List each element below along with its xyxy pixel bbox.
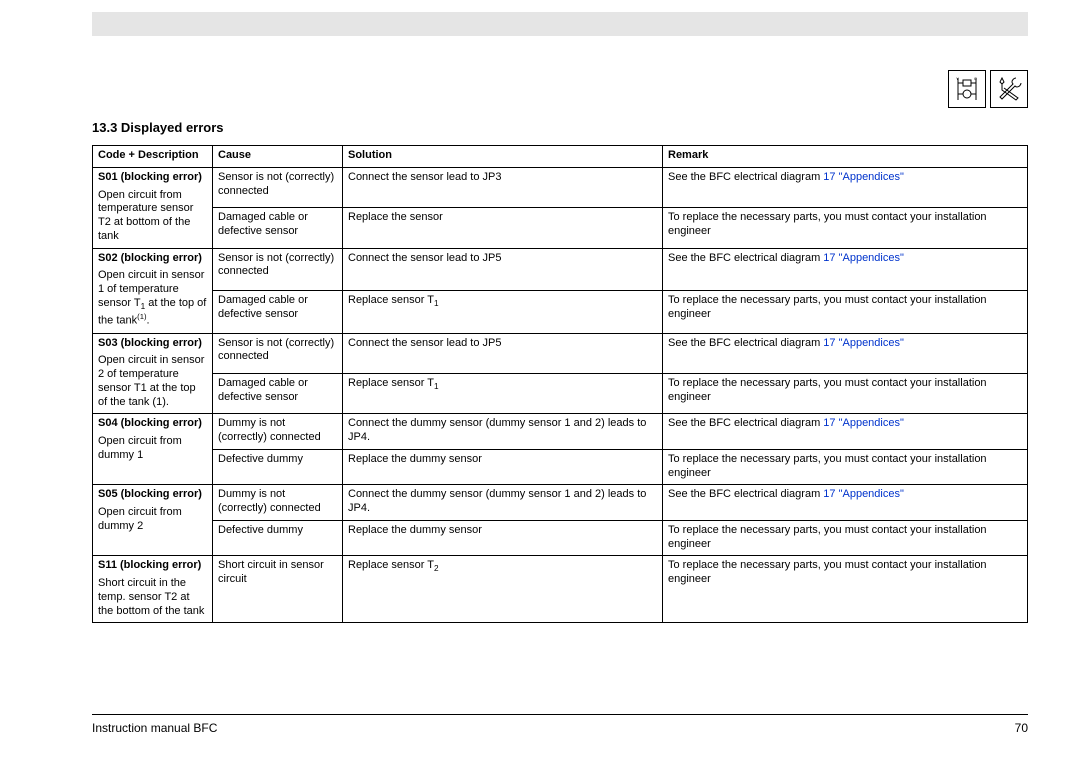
code-label: S11 (blocking error) xyxy=(98,559,201,571)
cell-solution: Replace the dummy sensor xyxy=(343,449,663,485)
cell-solution: Connect the dummy sensor (dummy sensor 1… xyxy=(343,485,663,521)
table-row: S03 (blocking error) Open circuit in sen… xyxy=(93,333,1028,373)
cell-remark: To replace the necessary parts, you must… xyxy=(663,374,1028,414)
code-label: S03 (blocking error) xyxy=(98,337,202,349)
svg-text:Y: Y xyxy=(956,76,959,81)
svg-text:C: C xyxy=(974,76,977,81)
cell-remark: To replace the necessary parts, you must… xyxy=(663,556,1028,623)
cell-remark: To replace the necessary parts, you must… xyxy=(663,291,1028,334)
diagram-icon: Y C xyxy=(948,70,986,108)
table-row: S01 (blocking error) Open circuit from t… xyxy=(93,167,1028,207)
cell-remark: See the BFC electrical diagram 17 "Appen… xyxy=(663,167,1028,207)
code-desc: Open circuit from temperature sensor T2 … xyxy=(98,189,207,244)
cell-solution: Connect the dummy sensor (dummy sensor 1… xyxy=(343,414,663,450)
code-label: S01 (blocking error) xyxy=(98,171,202,183)
cell-code: S04 (blocking error) Open circuit from d… xyxy=(93,414,213,485)
appendices-link[interactable]: 17 "Appendices" xyxy=(823,417,904,429)
table-row: S02 (blocking error) Open circuit in sen… xyxy=(93,248,1028,291)
appendices-link[interactable]: 17 "Appendices" xyxy=(823,171,904,183)
cell-solution: Connect the sensor lead to JP3 xyxy=(343,167,663,207)
table-row: Defective dummy Replace the dummy sensor… xyxy=(93,520,1028,556)
cell-code: S01 (blocking error) Open circuit from t… xyxy=(93,167,213,248)
tools-icon xyxy=(990,70,1028,108)
cell-remark: See the BFC electrical diagram 17 "Appen… xyxy=(663,414,1028,450)
table-row: S05 (blocking error) Open circuit from d… xyxy=(93,485,1028,521)
table-row: Damaged cable or defective sensor Replac… xyxy=(93,374,1028,414)
error-table: Code + Description Cause Solution Remark… xyxy=(92,145,1028,623)
table-row: Defective dummy Replace the dummy sensor… xyxy=(93,449,1028,485)
cell-solution: Replace sensor T1 xyxy=(343,291,663,334)
cell-cause: Damaged cable or defective sensor xyxy=(213,374,343,414)
table-row: Damaged cable or defective sensor Replac… xyxy=(93,208,1028,248)
appendices-link[interactable]: 17 "Appendices" xyxy=(823,337,904,349)
footer-line xyxy=(92,714,1028,715)
cell-remark: See the BFC electrical diagram 17 "Appen… xyxy=(663,248,1028,291)
section-title: 13.3 Displayed errors xyxy=(92,120,224,135)
cell-cause: Damaged cable or defective sensor xyxy=(213,291,343,334)
code-desc: Open circuit in sensor 1 of temperature … xyxy=(98,269,207,328)
cell-remark: To replace the necessary parts, you must… xyxy=(663,208,1028,248)
cell-solution: Replace the dummy sensor xyxy=(343,520,663,556)
code-desc: Open circuit from dummy 1 xyxy=(98,435,207,463)
th-remark: Remark xyxy=(663,146,1028,168)
cell-remark: To replace the necessary parts, you must… xyxy=(663,449,1028,485)
cell-remark: To replace the necessary parts, you must… xyxy=(663,520,1028,556)
cell-code: S11 (blocking error) Short circuit in th… xyxy=(93,556,213,623)
icon-row: Y C xyxy=(948,70,1028,108)
code-label: S02 (blocking error) xyxy=(98,252,202,264)
cell-solution: Connect the sensor lead to JP5 xyxy=(343,248,663,291)
code-label: S04 (blocking error) xyxy=(98,417,202,429)
table-header-row: Code + Description Cause Solution Remark xyxy=(93,146,1028,168)
cell-code: S05 (blocking error) Open circuit from d… xyxy=(93,485,213,556)
cell-remark: See the BFC electrical diagram 17 "Appen… xyxy=(663,485,1028,521)
cell-code: S03 (blocking error) Open circuit in sen… xyxy=(93,333,213,414)
table-row: S11 (blocking error) Short circuit in th… xyxy=(93,556,1028,623)
appendices-link[interactable]: 17 "Appendices" xyxy=(823,488,904,500)
table-row: Damaged cable or defective sensor Replac… xyxy=(93,291,1028,334)
code-desc: Open circuit in sensor 2 of temperature … xyxy=(98,354,207,409)
code-desc: Short circuit in the temp. sensor T2 at … xyxy=(98,577,207,618)
cell-code: S02 (blocking error) Open circuit in sen… xyxy=(93,248,213,333)
cell-cause: Damaged cable or defective sensor xyxy=(213,208,343,248)
footer-left: Instruction manual BFC xyxy=(92,721,217,735)
cell-cause: Dummy is not (correctly) connected xyxy=(213,485,343,521)
th-solution: Solution xyxy=(343,146,663,168)
cell-cause: Defective dummy xyxy=(213,520,343,556)
th-code: Code + Description xyxy=(93,146,213,168)
appendices-link[interactable]: 17 "Appendices" xyxy=(823,252,904,264)
table-row: S04 (blocking error) Open circuit from d… xyxy=(93,414,1028,450)
cell-cause: Sensor is not (correctly) connected xyxy=(213,333,343,373)
cell-solution: Connect the sensor lead to JP5 xyxy=(343,333,663,373)
th-cause: Cause xyxy=(213,146,343,168)
cell-cause: Dummy is not (correctly) connected xyxy=(213,414,343,450)
code-label: S05 (blocking error) xyxy=(98,488,202,500)
cell-solution: Replace sensor T1 xyxy=(343,374,663,414)
cell-cause: Defective dummy xyxy=(213,449,343,485)
cell-cause: Sensor is not (correctly) connected xyxy=(213,248,343,291)
cell-remark: See the BFC electrical diagram 17 "Appen… xyxy=(663,333,1028,373)
code-desc: Open circuit from dummy 2 xyxy=(98,506,207,534)
cell-solution: Replace the sensor xyxy=(343,208,663,248)
header-band xyxy=(92,12,1028,36)
cell-cause: Short circuit in sensor circuit xyxy=(213,556,343,623)
cell-cause: Sensor is not (correctly) connected xyxy=(213,167,343,207)
footer-right: 70 xyxy=(1015,721,1028,735)
cell-solution: Replace sensor T2 xyxy=(343,556,663,623)
